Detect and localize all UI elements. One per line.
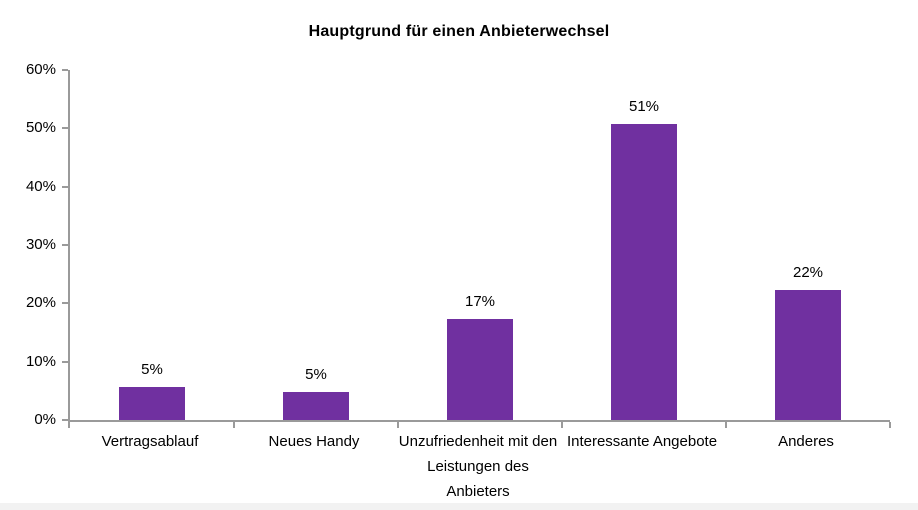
bar-4 (611, 124, 677, 420)
x-axis-tick (233, 422, 235, 428)
category-label: Neues Handy (268, 433, 360, 450)
bar-value-label: 5% (305, 366, 327, 383)
x-axis-tick (561, 422, 563, 428)
x-axis-tick (889, 422, 891, 428)
y-axis-tick-label: 50% (25, 119, 56, 137)
x-axis-tick (68, 422, 70, 428)
bar-slot: 5% (234, 70, 398, 420)
bar-slot: 17% (398, 70, 562, 420)
y-axis-tick-label: 20% (25, 294, 56, 312)
category-label: Anderes (778, 433, 834, 450)
y-axis-tick-label: 60% (25, 61, 56, 78)
bottom-edge-strip (0, 503, 918, 510)
y-axis-tick (62, 302, 68, 305)
bar-5 (775, 289, 841, 420)
y-axis-tick-label: 40% (25, 177, 56, 195)
y-axis-tick-label: 0% (34, 411, 56, 428)
bar-3 (447, 318, 513, 420)
bar-value-label: 17% (464, 292, 496, 310)
y-axis-tick (62, 69, 68, 71)
y-axis-tick-label: 10% (25, 352, 56, 370)
bar-value-label: 5% (141, 361, 163, 379)
bar-slot: 5% (70, 70, 234, 420)
y-axis-tick (62, 127, 68, 130)
bar-slot: 22% (726, 70, 890, 420)
y-axis-tick (62, 244, 68, 246)
plot-area: 5% 5% 17% 51% 22% (62, 69, 891, 428)
bar-value-label: 51% (628, 98, 660, 116)
category-label: Unzufriedenheit mit den Leistungen des A… (398, 433, 558, 500)
y-axis-tick (62, 419, 68, 421)
x-axis-tick (725, 422, 727, 428)
bar-slot: 51% (562, 70, 726, 420)
bar-2 (283, 392, 349, 420)
bar-value-label: 22% (792, 263, 824, 281)
y-axis-tick (62, 185, 68, 188)
category-label: Vertragsablauf (101, 433, 199, 450)
y-axis-tick-label: 30% (25, 236, 56, 253)
category-label: Interessante Angebote (566, 433, 718, 450)
x-axis-tick (397, 422, 399, 428)
bar-1 (119, 387, 185, 420)
chart-title: Hauptgrund für einen Anbieterwechsel (308, 23, 610, 40)
y-axis-tick (62, 360, 68, 363)
